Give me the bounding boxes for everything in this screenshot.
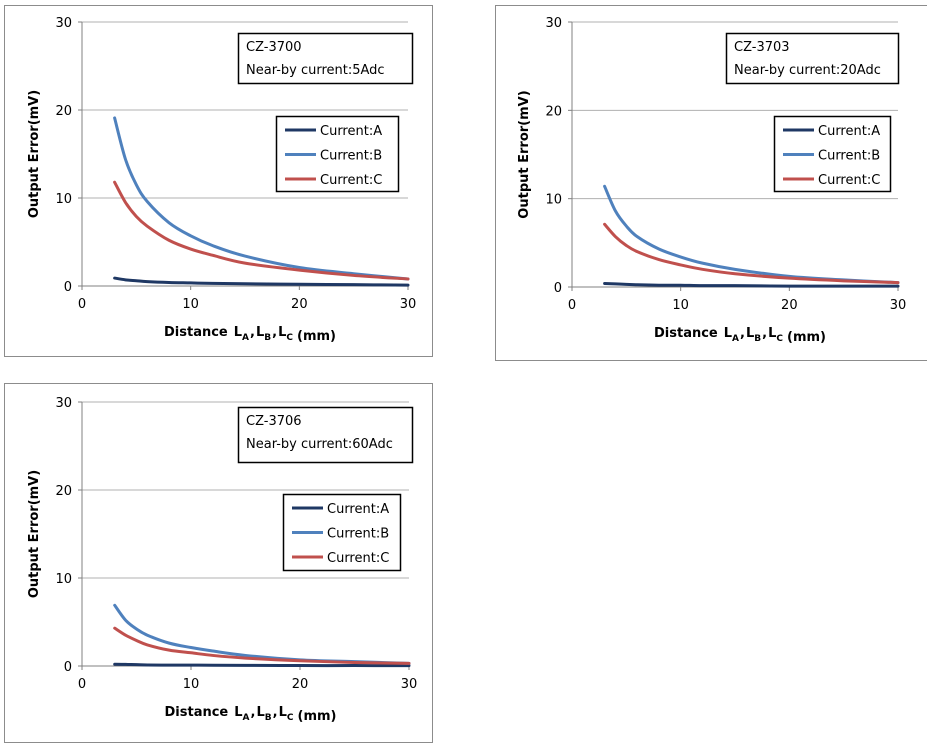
x-tick-label: 20	[781, 298, 798, 313]
x-tick-label: 20	[291, 297, 308, 312]
y-tick-label: 10	[545, 193, 562, 208]
x-tick-label: 10	[672, 298, 689, 313]
x-axis-label-separator: ,	[250, 325, 255, 340]
x-tick-label: 10	[183, 677, 200, 692]
x-axis-label-unit: (mm)	[787, 330, 826, 345]
legend-label: Current:A	[320, 124, 382, 139]
series-line-current-a	[113, 662, 411, 668]
x-axis-label-separator: ,	[273, 705, 278, 720]
y-tick-label: 30	[55, 16, 72, 31]
legend-label: Current:A	[818, 124, 880, 139]
x-axis-label-separator: ,	[272, 325, 277, 340]
series-line-current-a	[113, 276, 410, 287]
x-tick-label: 30	[890, 298, 907, 313]
y-tick-label: 20	[55, 484, 72, 499]
y-tick-label: 20	[55, 104, 72, 119]
y-tick-label: 10	[55, 192, 72, 207]
x-axis-label: Distance LA,LB,LC (mm)	[654, 326, 826, 345]
x-tick-label: 0	[568, 298, 576, 313]
x-axis-label-term: L	[278, 325, 286, 340]
x-axis-label-separator: ,	[251, 705, 256, 720]
model-name: CZ-3700	[246, 40, 302, 55]
y-axis-label: Output Error(mV)	[517, 90, 532, 218]
y-tick-label: 0	[64, 280, 72, 295]
y-tick-label: 30	[545, 16, 562, 31]
legend: Current:A Current:B Current:C	[282, 493, 402, 572]
near-by-current: Near-by current:5Adc	[246, 63, 385, 78]
legend: Current:A Current:B Current:C	[275, 115, 400, 193]
x-axis-label-term: L	[746, 326, 754, 341]
x-axis-label-subscript: A	[243, 713, 250, 723]
x-axis-label-term: L	[724, 326, 732, 341]
series-line-current-c	[113, 626, 411, 665]
x-axis-label-unit: (mm)	[298, 709, 337, 724]
legend-label: Current:C	[327, 551, 389, 566]
legend-label: Current:C	[818, 173, 880, 188]
series-line-current-c	[603, 222, 900, 285]
model-name: CZ-3703	[734, 40, 790, 55]
legend-label: Current:A	[327, 502, 389, 517]
x-axis-label-separator: ,	[740, 326, 745, 341]
x-axis-label-term: L	[234, 325, 242, 340]
x-axis-label-prefix: Distance	[165, 705, 229, 720]
x-axis-label-term: L	[256, 705, 264, 720]
x-axis-label-subscript: C	[287, 713, 294, 723]
y-axis-label: Output Error(mV)	[27, 90, 42, 218]
model-info-box	[237, 32, 414, 85]
near-by-current: Near-by current:20Adc	[734, 63, 881, 78]
series-line-current-c	[113, 180, 410, 281]
x-tick-label: 20	[292, 677, 309, 692]
x-axis-label: Distance LA,LB,LC (mm)	[164, 325, 336, 344]
x-axis-label-subscript: B	[754, 334, 761, 344]
x-axis-label-prefix: Distance	[164, 325, 228, 340]
x-axis-label-subscript: B	[265, 713, 272, 723]
legend-label: Current:B	[320, 149, 382, 164]
y-tick-label: 0	[554, 281, 562, 296]
x-axis-label-subscript: A	[732, 334, 739, 344]
model-info-box	[237, 406, 414, 464]
x-axis-label-term: L	[256, 325, 264, 340]
x-axis-label: Distance LA,LB,LC (mm)	[165, 705, 337, 724]
legend-label: Current:B	[818, 149, 880, 164]
legend-label: Current:C	[320, 173, 382, 188]
x-axis-label-subscript: C	[286, 333, 293, 343]
x-axis-label-term: L	[279, 705, 287, 720]
legend: Current:A Current:B Current:C	[773, 115, 892, 193]
x-tick-label: 0	[78, 297, 86, 312]
y-axis-label: Output Error(mV)	[27, 470, 42, 598]
x-axis-label-term: L	[234, 705, 242, 720]
series-line-current-b	[113, 116, 410, 281]
legend-label: Current:B	[327, 527, 389, 542]
series-line-current-a	[603, 281, 900, 288]
y-tick-label: 20	[545, 104, 562, 119]
x-axis-label-separator: ,	[762, 326, 767, 341]
x-axis-label-subscript: B	[264, 333, 271, 343]
x-tick-label: 30	[401, 677, 418, 692]
x-axis-label-subscript: A	[242, 333, 249, 343]
model-info-box	[725, 32, 900, 85]
x-axis-label-subscript: C	[776, 334, 783, 344]
x-axis-label-unit: (mm)	[297, 329, 336, 344]
x-tick-label: 10	[182, 297, 199, 312]
y-tick-label: 0	[64, 660, 72, 675]
near-by-current: Near-by current:60Adc	[246, 437, 393, 452]
y-tick-label: 10	[55, 572, 72, 587]
x-axis-label-prefix: Distance	[654, 326, 718, 341]
x-tick-label: 0	[78, 677, 86, 692]
x-tick-label: 30	[400, 297, 417, 312]
y-tick-label: 30	[55, 396, 72, 411]
model-name: CZ-3706	[246, 414, 302, 429]
x-axis-label-term: L	[768, 326, 776, 341]
